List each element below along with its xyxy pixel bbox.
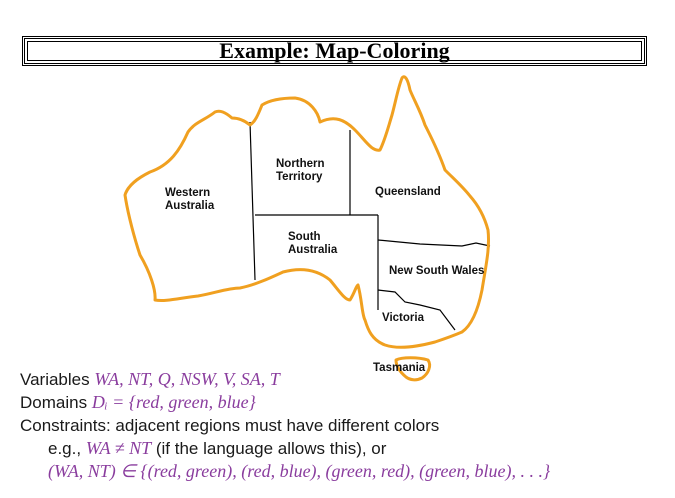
slide-title: Example: Map-Coloring	[219, 38, 450, 63]
example-prefix: e.g.,	[48, 439, 86, 458]
domains-line: Domains Dᵢ = {red, green, blue}	[20, 391, 550, 414]
tuple-line: (WA, NT) ∈ {(red, green), (red, blue), (…	[20, 460, 550, 483]
label-v: Victoria	[382, 312, 425, 324]
label-nt-2: Territory	[276, 171, 323, 183]
variables-line: Variables WA, NT, Q, NSW, V, SA, T	[20, 368, 550, 391]
label-t: Tasmania	[373, 362, 426, 374]
label-q: Queensland	[375, 186, 441, 198]
example-line: e.g., WA ≠ NT (if the language allows th…	[20, 437, 550, 460]
example-math: WA ≠ NT	[85, 438, 152, 458]
border-q-nsw	[377, 239, 491, 247]
tasmania-outline	[394, 356, 432, 382]
label-nsw: New South Wales	[389, 265, 484, 277]
content-text: Variables WA, NT, Q, NSW, V, SA, T Domai…	[20, 368, 550, 483]
example-suffix: (if the language allows this), or	[151, 439, 387, 458]
label-sa-2: Australia	[288, 244, 338, 256]
coast-outline	[123, 75, 490, 382]
title-inner-border	[27, 41, 642, 61]
domains-value: Dᵢ = {red, green, blue}	[91, 392, 256, 412]
constraints-line: Constraints: adjacent regions must have …	[20, 416, 440, 435]
border-nsw-v	[377, 289, 456, 331]
tuple-math: (WA, NT) ∈ {(red, green), (red, blue), (…	[48, 461, 551, 481]
label-nt-1: Northern	[276, 158, 325, 170]
border-wa	[249, 121, 256, 281]
state-borders	[249, 121, 491, 331]
label-sa-1: South	[288, 231, 321, 243]
mainland-outline	[123, 75, 490, 349]
label-wa-2: Australia	[165, 200, 215, 212]
variables-value: WA, NT, Q, NSW, V, SA, T	[94, 369, 280, 389]
variables-label: Variables	[20, 370, 95, 389]
label-wa-1: Western	[165, 187, 210, 199]
domains-label: Domains	[20, 393, 92, 412]
slide-title-box: Example: Map-Coloring	[22, 36, 647, 66]
